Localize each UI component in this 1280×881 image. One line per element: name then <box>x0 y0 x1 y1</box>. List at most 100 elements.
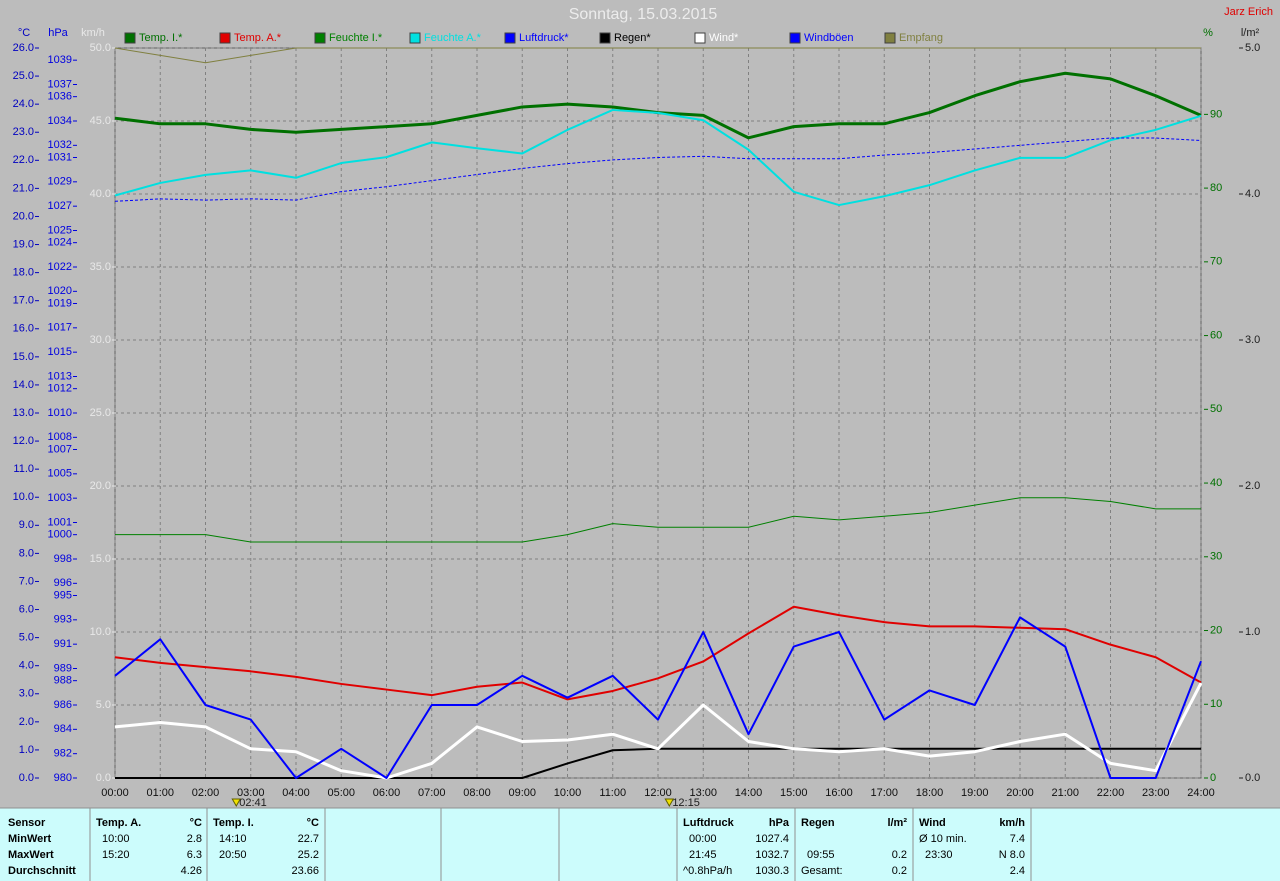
cell-label: Ø 10 min. <box>919 833 967 845</box>
axis-unit: °C <box>18 27 30 39</box>
tick-label: 10 <box>1210 698 1222 710</box>
legend-label: Wind* <box>709 32 739 44</box>
series-line <box>114 137 1202 202</box>
block-unit: °C <box>307 817 319 829</box>
legend-label: Regen* <box>614 32 651 44</box>
row-label: Sensor <box>8 817 46 829</box>
tick-label: 1022 <box>48 261 72 273</box>
legend-label: Empfang <box>899 32 943 44</box>
tick-label: 6.0 <box>19 603 34 615</box>
tick-label: 1039 <box>48 54 72 66</box>
tick-label: 40 <box>1210 477 1222 489</box>
x-tick-label: 20:00 <box>1006 787 1034 799</box>
legend-swatch <box>314 32 326 44</box>
tick-label: 984 <box>54 723 72 735</box>
tick-label: 989 <box>54 662 72 674</box>
tick-label: 1032 <box>48 139 72 151</box>
cell-label: ^0.8hPa/h <box>683 865 732 877</box>
tick-label: 20.0 <box>90 480 111 492</box>
cell-label: Gesamt: <box>801 865 843 877</box>
tick-label: 1007 <box>48 443 72 455</box>
tick-label: 25.0 <box>90 407 111 419</box>
legend-label: Luftdruck* <box>519 32 569 44</box>
cell-label: 00:00 <box>689 833 717 845</box>
legend-label: Temp. A.* <box>234 32 282 44</box>
tick-label: 50.0 <box>90 42 111 54</box>
x-tick-label: 01:00 <box>146 787 174 799</box>
legend-swatch <box>884 32 896 44</box>
cell-value: 25.2 <box>298 849 319 861</box>
author: Jarz Erich <box>1224 6 1273 18</box>
tick-label: 9.0 <box>19 519 34 531</box>
x-tick-label: 15:00 <box>780 787 808 799</box>
tick-label: 1034 <box>48 115 72 127</box>
x-tick-label: 11:00 <box>599 787 626 799</box>
tick-label: 5.0 <box>19 632 34 644</box>
x-tick-label: 00:00 <box>101 787 129 799</box>
cell-value: N 8.0 <box>999 849 1025 861</box>
x-tick-label: 08:00 <box>463 787 491 799</box>
block-header: Wind <box>919 817 946 829</box>
tick-label: 50 <box>1210 403 1222 415</box>
tick-label: 988 <box>54 675 72 687</box>
tick-label: 20 <box>1210 624 1222 636</box>
tick-label: 15.0 <box>90 553 111 565</box>
block-header: Luftdruck <box>683 817 735 829</box>
block-unit: °C <box>190 817 202 829</box>
tick-label: 45.0 <box>90 115 111 127</box>
table-borders <box>0 807 1280 881</box>
cell-value: 23.66 <box>291 865 319 877</box>
x-tick-label: 10:00 <box>554 787 582 799</box>
tick-label: 15.0 <box>13 351 34 363</box>
cell-label: 23:30 <box>925 849 953 861</box>
tick-label: 1024 <box>48 237 72 249</box>
block-header: Regen <box>801 817 835 829</box>
tick-label: 0 <box>1210 772 1216 784</box>
tick-label: 60 <box>1210 329 1222 341</box>
tick-label: 30.0 <box>90 334 111 346</box>
tick-label: 1005 <box>48 468 72 480</box>
x-tick-label: 04:00 <box>282 787 310 799</box>
cell-label: 21:45 <box>689 849 717 861</box>
tick-label: 1013 <box>48 370 72 382</box>
tick-label: 10.0 <box>13 491 34 503</box>
legend-label: Feuchte A.* <box>424 32 482 44</box>
block-header: Temp. I. <box>213 817 254 829</box>
chart-title: Sonntag, 15.03.2015 <box>569 6 718 23</box>
tick-label: 24.0 <box>13 98 34 110</box>
x-tick-label: 18:00 <box>916 787 944 799</box>
tick-label: 14.0 <box>13 379 34 391</box>
tick-label: 2.0 <box>19 716 34 728</box>
tick-label: 19.0 <box>13 238 34 250</box>
series-line <box>114 108 1202 207</box>
tick-label: 12.0 <box>13 435 34 447</box>
cell-value: 0.2 <box>892 849 907 861</box>
tick-label: 995 <box>54 589 72 601</box>
cell-label: 10:00 <box>102 833 130 845</box>
tick-label: 16.0 <box>13 323 34 335</box>
x-tick-label: 14:00 <box>735 787 763 799</box>
legend-label: Feuchte I.* <box>329 32 383 44</box>
tick-label: 8.0 <box>19 547 34 559</box>
tick-label: 1000 <box>48 529 72 541</box>
cell-value: 2.8 <box>187 833 202 845</box>
tick-label: 991 <box>54 638 72 650</box>
series-line <box>114 616 1202 779</box>
tick-label: 1012 <box>48 383 72 395</box>
tick-label: 35.0 <box>90 261 111 273</box>
cell-value: 1032.7 <box>755 849 789 861</box>
tick-label: 980 <box>54 772 72 784</box>
cell-label: 14:10 <box>219 833 247 845</box>
tick-label: 4.0 <box>1245 188 1260 200</box>
axis-unit: % <box>1203 27 1213 39</box>
tick-label: 1037 <box>48 78 72 90</box>
x-tick-label: 05:00 <box>327 787 355 799</box>
axis-unit: hPa <box>48 27 68 39</box>
x-tick-label: 09:00 <box>508 787 536 799</box>
tick-label: 25.0 <box>13 70 34 82</box>
axis-unit: km/h <box>81 27 105 39</box>
tick-label: 80 <box>1210 182 1222 194</box>
row-label: Durchschnitt <box>8 865 76 877</box>
tick-label: 20.0 <box>13 210 34 222</box>
tick-label: 10.0 <box>90 626 111 638</box>
